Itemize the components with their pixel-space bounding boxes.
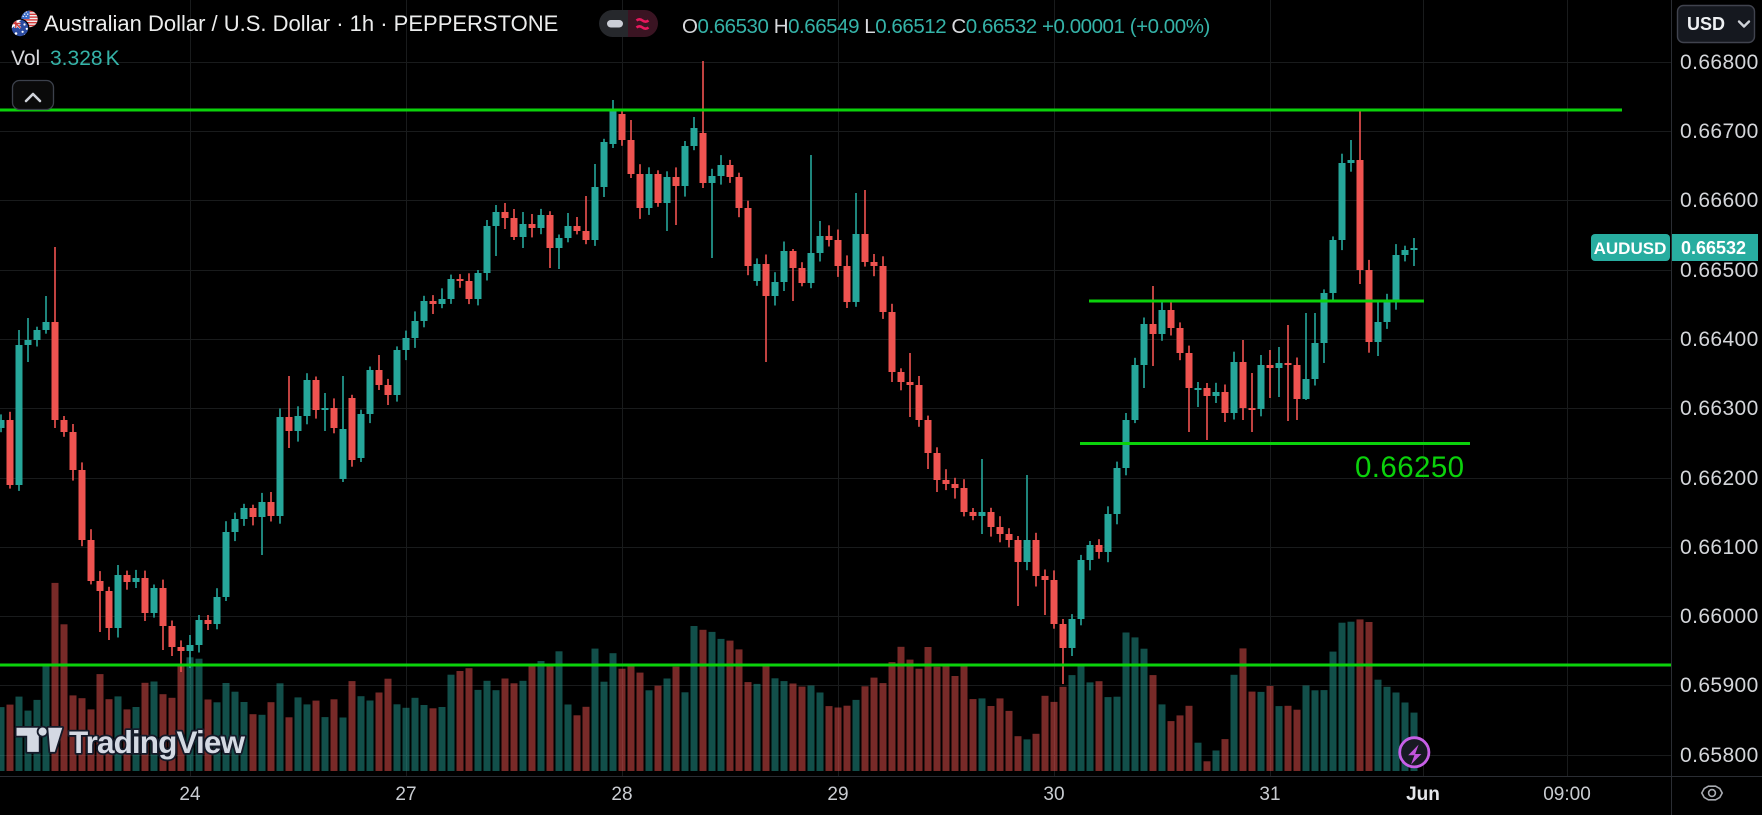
svg-text:Vol: Vol — [11, 47, 40, 70]
svg-text:0.66500: 0.66500 — [1680, 259, 1759, 282]
svg-text:29: 29 — [827, 784, 848, 805]
svg-text:24: 24 — [179, 784, 201, 805]
svg-text:TradingView: TradingView — [69, 724, 245, 760]
svg-text:0.66800: 0.66800 — [1680, 51, 1759, 74]
svg-text:0.66250: 0.66250 — [1355, 451, 1464, 484]
svg-text:0.66200: 0.66200 — [1680, 467, 1759, 490]
svg-text:30: 30 — [1043, 784, 1064, 805]
svg-text:0.66700: 0.66700 — [1680, 120, 1759, 143]
svg-text:0.66100: 0.66100 — [1680, 536, 1759, 559]
svg-text:0.66000: 0.66000 — [1680, 605, 1759, 628]
svg-text:Jun: Jun — [1406, 784, 1440, 805]
svg-text:27: 27 — [395, 784, 416, 805]
svg-text:28: 28 — [611, 784, 632, 805]
svg-text:31: 31 — [1259, 784, 1280, 805]
svg-text:Australian Dollar / U.S. Dolla: Australian Dollar / U.S. Dollar · 1h · P… — [44, 11, 558, 36]
svg-text:0.66532: 0.66532 — [1681, 238, 1746, 258]
svg-text:09:00: 09:00 — [1543, 784, 1591, 805]
svg-text:O0.66530 H0.66549 L0.66512 C0.: O0.66530 H0.66549 L0.66512 C0.66532 +0.0… — [682, 15, 1210, 38]
svg-text:0.66400: 0.66400 — [1680, 328, 1759, 351]
svg-text:AUDUSD: AUDUSD — [1594, 239, 1667, 258]
svg-text:0.65800: 0.65800 — [1680, 744, 1759, 767]
svg-text:0.66300: 0.66300 — [1680, 397, 1759, 420]
svg-text:0.65900: 0.65900 — [1680, 674, 1759, 697]
svg-text:USD: USD — [1687, 14, 1725, 34]
svg-text:0.66600: 0.66600 — [1680, 189, 1759, 212]
